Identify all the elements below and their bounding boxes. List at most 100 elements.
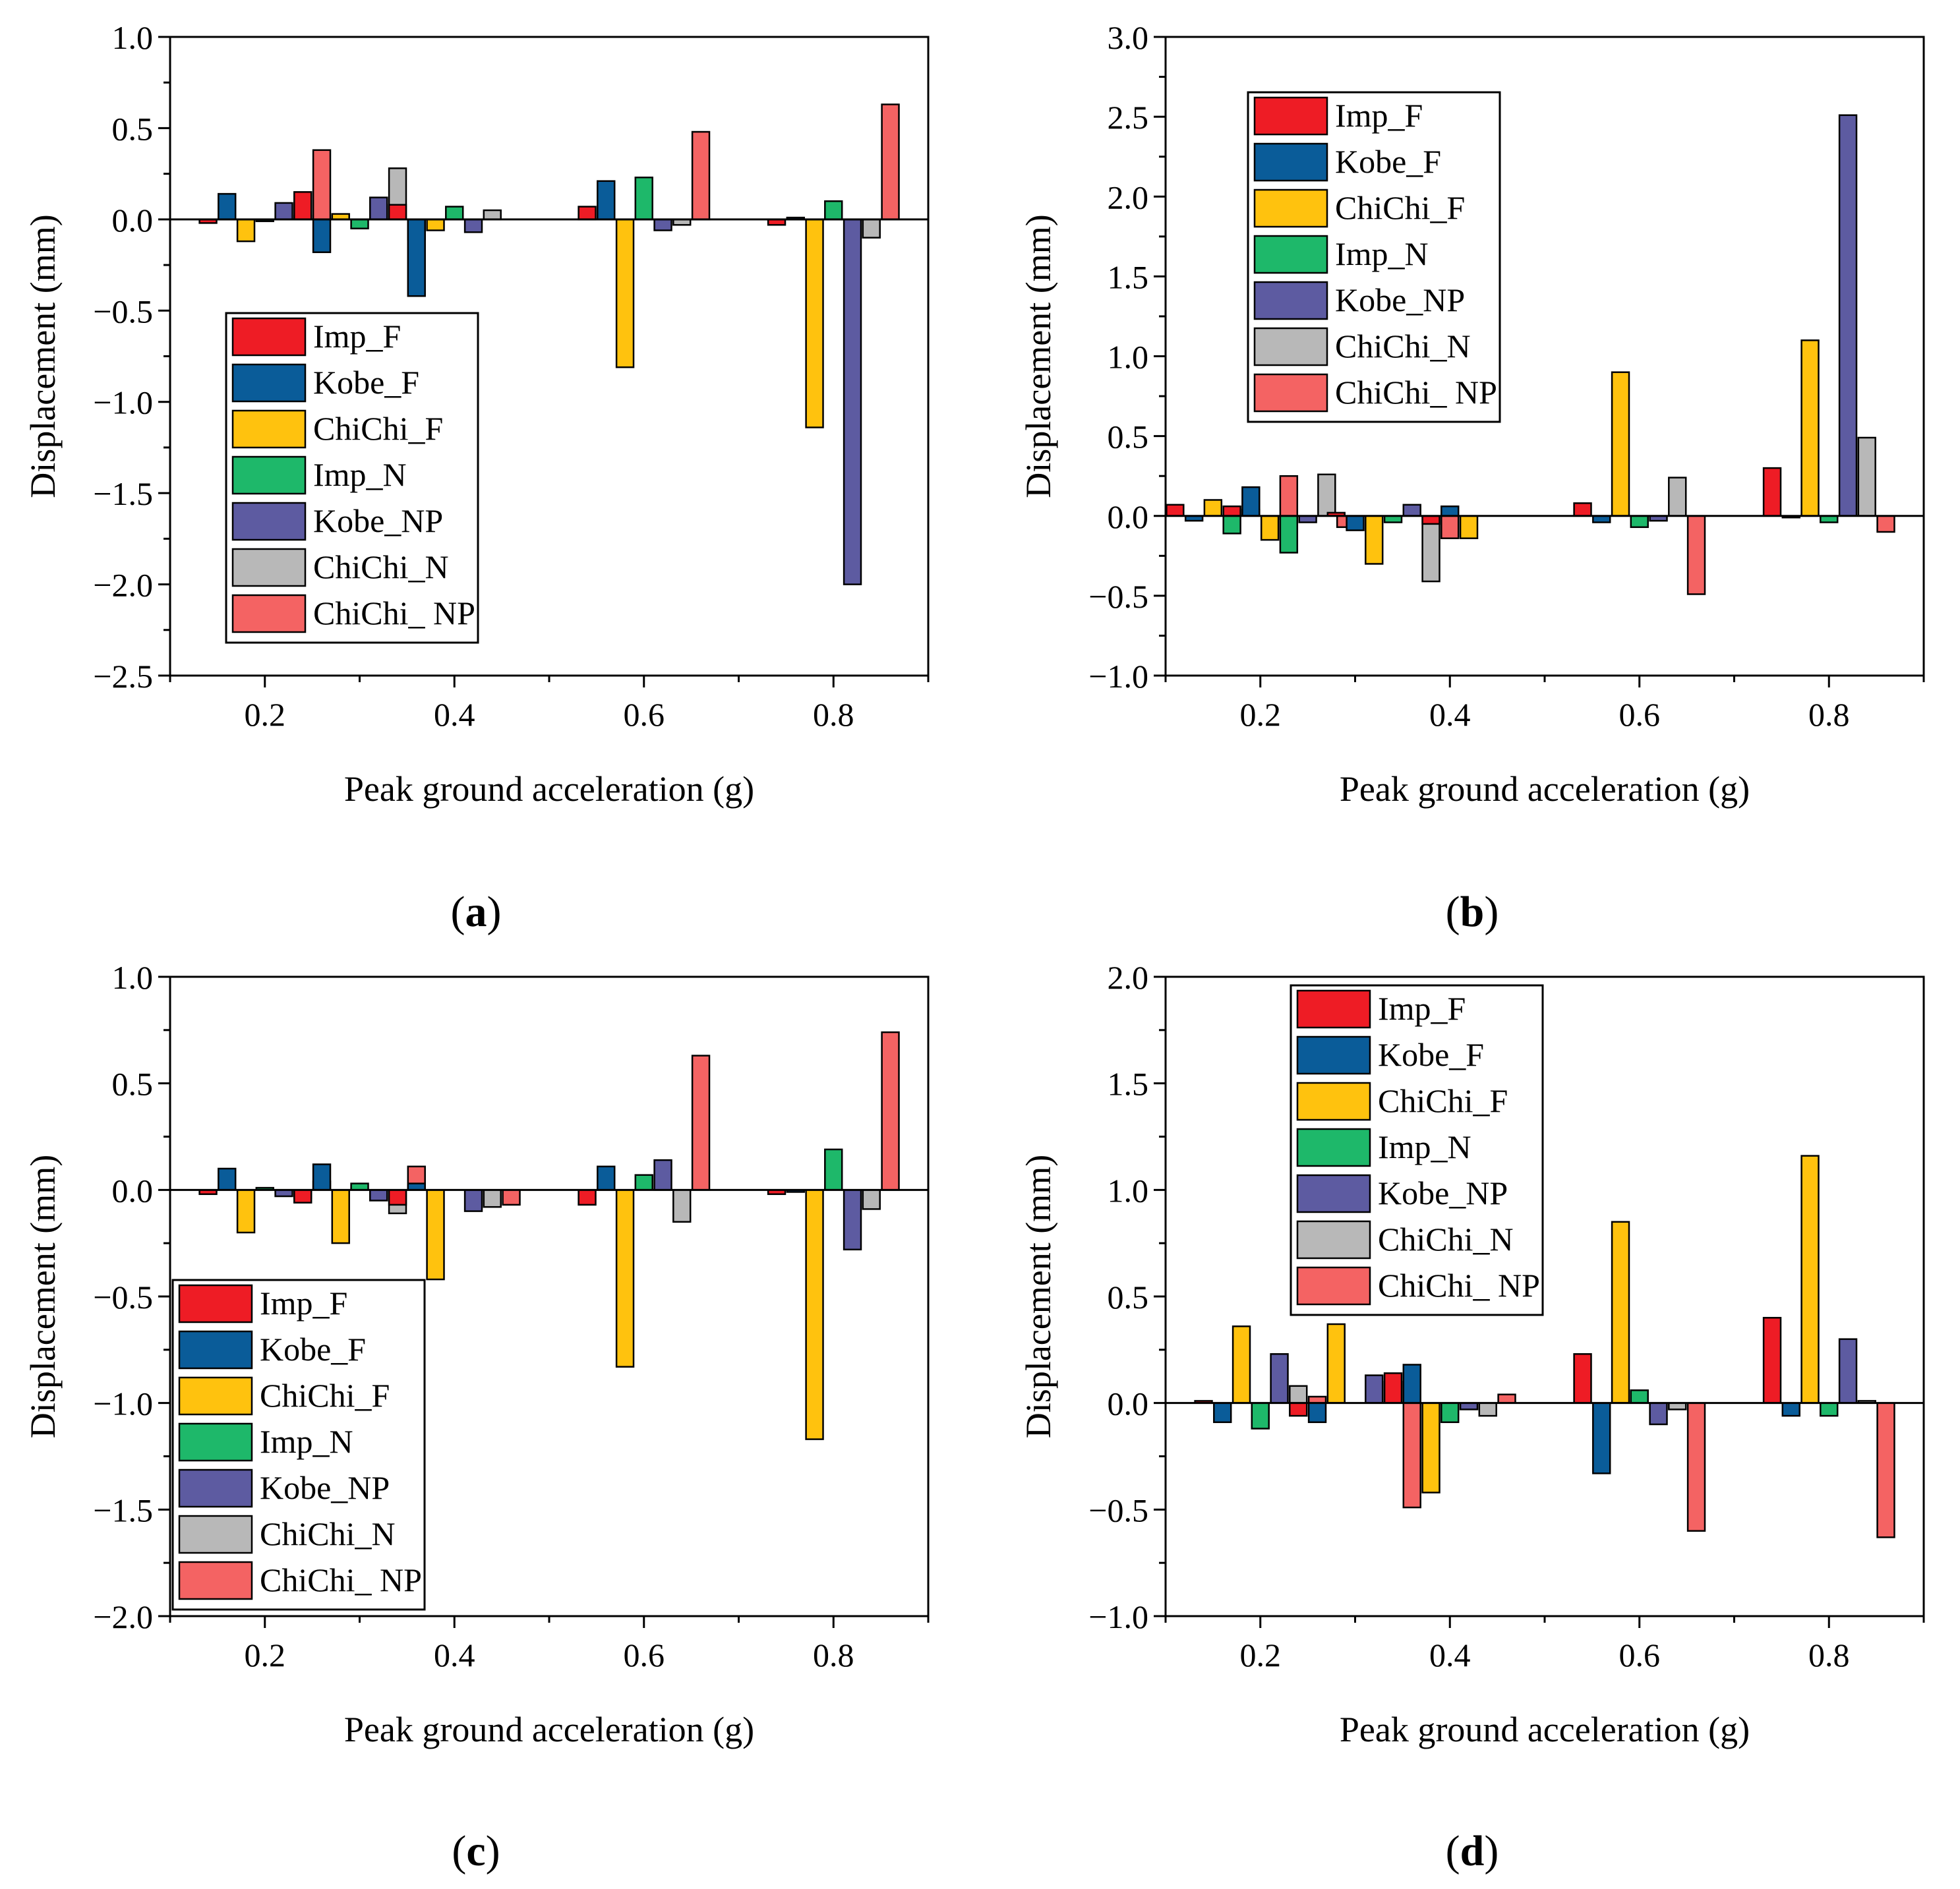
x-tick-label: 0.4 — [434, 696, 475, 733]
bar-kobef-g3 — [597, 1165, 616, 1191]
y-tick-label: 0.0 — [1108, 1385, 1149, 1422]
legend-label: Kobe_NP — [313, 502, 443, 539]
legend-label: Kobe_NP — [260, 1469, 390, 1506]
legend-swatch — [1253, 96, 1328, 136]
y-tick-label: 0.5 — [112, 1066, 154, 1103]
bar-chichinp-g3 — [1686, 1402, 1706, 1532]
bar-kobef-g1 — [1307, 1402, 1327, 1424]
legend-swatch — [178, 1330, 253, 1370]
legend-label: ChiChi_F — [1335, 189, 1465, 226]
bar-kobef-g2 — [1346, 515, 1365, 531]
x-axis-title: Peak ground acceleration (g) — [344, 769, 754, 809]
bar-kobenp-g2 — [463, 218, 483, 233]
bar-chichin-g2 — [483, 1189, 502, 1208]
x-tick-label: 0.6 — [1619, 696, 1661, 733]
legend-swatch — [1253, 235, 1328, 274]
bars-group — [198, 1031, 900, 1440]
bar-kobenp-g4 — [1838, 1338, 1858, 1404]
legend-label: ChiChi_N — [1335, 328, 1471, 364]
bar-kobenp-g4 — [843, 1189, 862, 1251]
legend: Imp_F Kobe_F ChiChi_F Imp_N Kobe_NP ChiChi_N C… — [1290, 984, 1544, 1316]
y-tick-label: −1.5 — [93, 475, 153, 512]
x-tick-label: 0.4 — [434, 1637, 475, 1673]
x-tick-label: 0.6 — [624, 1637, 665, 1673]
legend-swatch — [178, 1561, 253, 1600]
panel-label: (b) — [1446, 888, 1499, 936]
legend-label: Kobe_F — [1335, 143, 1441, 180]
bar-chichin-g2 — [1421, 515, 1440, 583]
bar-chichif-g1 — [331, 1189, 350, 1244]
bar-chichif-g1 — [1260, 515, 1280, 541]
bar-kobef-g1 — [312, 1163, 332, 1191]
y-tick-label: 2.5 — [1108, 99, 1149, 136]
bar-impn-g4 — [1820, 1402, 1839, 1417]
legend-swatch — [1296, 1266, 1371, 1306]
legend-swatch — [1296, 1035, 1371, 1075]
bar-chichinp-g4 — [1686, 515, 1706, 595]
bar-chichinp-g4 — [881, 103, 900, 221]
bar-chichinp-g0 — [1279, 475, 1299, 517]
bar-kobenp-g4 — [843, 218, 862, 585]
y-tick-label: 1.0 — [112, 959, 154, 996]
bar-impn-g5 — [1820, 515, 1839, 523]
bar-impf-g1 — [1222, 505, 1241, 517]
legend-swatch — [1253, 373, 1328, 413]
bar-impn-g3 — [1630, 1389, 1649, 1404]
y-axis: −1.0 −0.5 0.0 0.5 1.0 1.5 2.0 — [1088, 959, 1166, 1635]
bar-impn-g4 — [824, 1148, 843, 1191]
bar-kobef-g1 — [312, 218, 332, 253]
bar-chichif-g2 — [1365, 515, 1384, 565]
y-tick-label: 1.5 — [1108, 258, 1149, 295]
legend-label: ChiChi_F — [260, 1377, 390, 1414]
y-tick-label: −2.5 — [93, 658, 153, 695]
x-axis: 0.2 0.4 0.6 0.8 — [1164, 1616, 1925, 1673]
bar-chichif-g3 — [615, 218, 635, 368]
bar-chichinp-g2 — [1440, 515, 1460, 539]
bar-chichif-g2 — [426, 218, 445, 231]
x-axis-title: Peak ground acceleration (g) — [1340, 769, 1750, 809]
y-tick-label: 0.0 — [112, 202, 154, 239]
bar-impf-g3 — [1421, 515, 1440, 525]
y-tick-label: −0.5 — [93, 1279, 153, 1316]
bar-kobenp-g1 — [1298, 515, 1317, 523]
bar-chichif-g4 — [805, 1189, 824, 1440]
bar-impf-g4 — [1762, 1317, 1782, 1404]
bar-kobenp-g5 — [1838, 114, 1858, 517]
legend-label: Imp_N — [1378, 1128, 1471, 1165]
bar-impf-g1 — [293, 1189, 312, 1204]
panel-label: (d) — [1446, 1827, 1499, 1875]
legend: Imp_F Kobe_F ChiChi_F Imp_N Kobe_NP ChiChi_N C… — [171, 1279, 426, 1611]
x-tick-label: 0.2 — [245, 1637, 286, 1673]
legend-label: ChiChi_ NP — [313, 595, 475, 631]
bar-impf-g3 — [1573, 1353, 1592, 1404]
y-tick-label: 2.0 — [1108, 179, 1149, 216]
bar-chichif-g0 — [1203, 499, 1223, 517]
legend-label: Imp_F — [260, 1285, 347, 1322]
bar-chichin-g1 — [1317, 473, 1336, 517]
bar-kobenp-g2 — [1402, 504, 1421, 517]
legend-label: Imp_F — [1378, 990, 1466, 1027]
x-tick-label: 0.8 — [813, 696, 854, 733]
y-tick-label: −1.0 — [93, 384, 153, 421]
bar-kobenp-g0 — [274, 202, 293, 221]
y-tick-label: −0.5 — [1088, 1492, 1148, 1528]
bar-chichinp-g2 — [502, 1189, 521, 1206]
bar-chichin-g4 — [862, 1189, 881, 1210]
bar-chichin-g2 — [483, 209, 502, 221]
bar-impn-g3 — [634, 1174, 653, 1191]
bar-chichif-g3 — [1459, 515, 1479, 539]
bar-kobef-g1 — [1241, 486, 1261, 517]
legend-label: Kobe_F — [313, 364, 419, 401]
y-axis: −2.0 −1.5 −1.0 −0.5 0.0 0.5 1.0 — [93, 959, 170, 1635]
y-tick-label: −1.5 — [93, 1492, 153, 1528]
y-tick-label: 1.0 — [1108, 1172, 1149, 1209]
y-tick-label: 0.0 — [1108, 498, 1149, 535]
y-tick-label: 3.0 — [1108, 19, 1149, 56]
legend-label: ChiChi_N — [1378, 1221, 1514, 1258]
bar-impn-g2 — [1440, 1402, 1460, 1424]
bar-impf-g2 — [388, 204, 407, 221]
bar-impf-g2 — [388, 1189, 407, 1206]
x-axis: 0.2 0.4 0.6 0.8 — [169, 676, 930, 733]
y-axis-title: Displacement (mm) — [1019, 214, 1058, 498]
